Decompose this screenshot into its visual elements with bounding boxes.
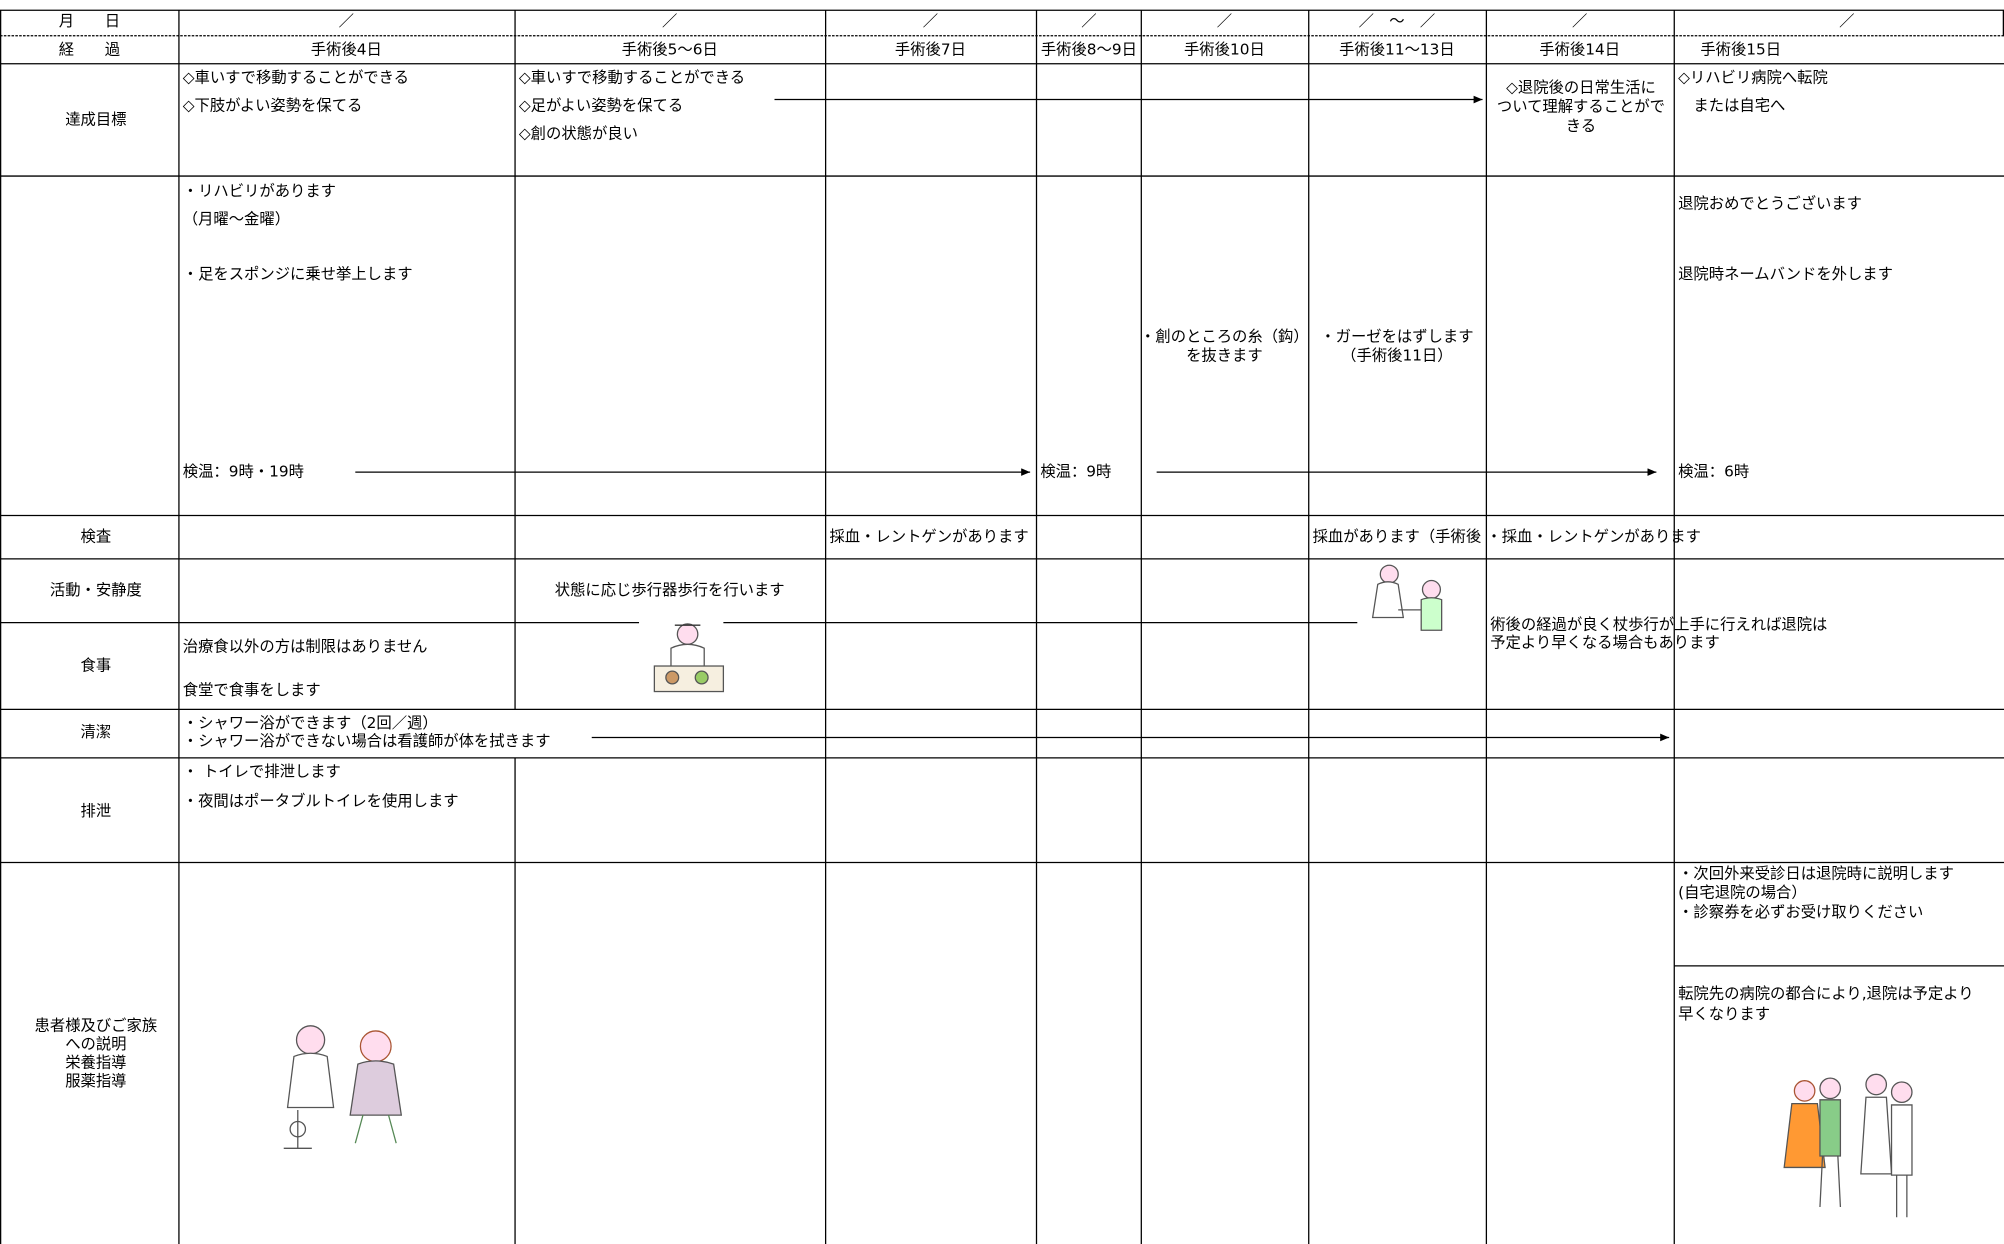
goal-text: ◇車いすで移動することができる xyxy=(183,68,409,86)
vitals-text: 検温：9時・19時 xyxy=(183,463,304,481)
date-mark: ／ xyxy=(923,12,938,30)
row-label: 活動・安静度 xyxy=(50,581,142,599)
care-text: （手術後11日） xyxy=(1341,346,1452,364)
date-mark: ／ xyxy=(1572,12,1587,30)
vitals-text: 検温：9時 xyxy=(1040,463,1111,481)
day-heading: 手術後15日 xyxy=(1700,40,1781,58)
excretion-text: ・夜間はポータブルトイレを使用します xyxy=(183,792,459,810)
meal-text: 治療食以外の方は制限はありません xyxy=(183,637,428,655)
hygiene-text: ・シャワー浴ができない場合は看護師が体を拭きます xyxy=(183,732,551,750)
date-mark: ／ xyxy=(1217,12,1232,30)
care-text: ・リハビリがあります xyxy=(183,182,336,200)
hygiene-text: ・シャワー浴ができます（2回／週） xyxy=(183,714,438,732)
row-label: 患者様及びご家族 xyxy=(35,1016,158,1034)
goal-text: ◇退院後の日常生活に xyxy=(1506,79,1656,97)
day-heading: 手術後4日 xyxy=(311,40,382,58)
activity-text: 状態に応じ歩行器歩行を行います xyxy=(555,581,785,599)
date-mark: ／ xyxy=(339,12,354,30)
goal-text: または自宅へ xyxy=(1678,96,1785,114)
day-heading: 手術後11～13日 xyxy=(1339,40,1455,58)
explanation-text: (自宅退院の場合） xyxy=(1678,884,1807,902)
goal-text: ◇創の状態が良い xyxy=(519,124,638,142)
date-mark: ／ ～ ／ xyxy=(1359,12,1436,30)
care-text: ・足をスポンジに乗せ挙上します xyxy=(183,265,413,283)
day-heading: 手術後8～9日 xyxy=(1041,40,1137,58)
activity-note: 術後の経過が良く杖歩行が上手に行えれば退院は xyxy=(1490,616,1827,634)
goal-text: ◇リハビリ病院へ転院 xyxy=(1678,68,1828,86)
care-text: 退院時ネームバンドを外します xyxy=(1678,265,1893,283)
explanation-text: ・次回外来受診日は退院時に説明します xyxy=(1678,864,1954,882)
row-label: 検査 xyxy=(81,528,112,546)
care-text: 退院おめでとうございます xyxy=(1678,195,1862,213)
explanation-text: ・診察券を必ずお受け取りください xyxy=(1678,903,1923,921)
day-heading: 手術後5～6日 xyxy=(622,40,718,58)
goal-text: ◇車いすで移動することができる xyxy=(519,68,745,86)
date-mark: ／ xyxy=(1839,12,1854,30)
date-mark: ／ xyxy=(662,12,677,30)
row-label: 食事 xyxy=(81,657,112,675)
day-heading: 手術後14日 xyxy=(1539,40,1620,58)
goal-text: ついて理解することがで xyxy=(1497,98,1665,116)
day-heading: 手術後7日 xyxy=(895,40,966,58)
row-label: 排泄 xyxy=(81,802,112,820)
meal-text: 食堂で食事をします xyxy=(183,681,321,699)
day-heading: 手術後10日 xyxy=(1184,40,1265,58)
exam-text: 採血・レントゲンがあります xyxy=(829,528,1028,546)
header-label: 月 日 xyxy=(59,12,120,30)
care-text: を抜きます xyxy=(1186,346,1263,364)
goal-text: ◇下肢がよい姿勢を保てる xyxy=(183,96,363,114)
date-mark: ／ xyxy=(1081,12,1096,30)
goal-text: ◇足がよい姿勢を保てる xyxy=(519,96,683,114)
goal-text: きる xyxy=(1566,117,1596,135)
exam-text: ・採血・レントゲンがあります xyxy=(1486,528,1701,546)
care-text: ・ガーゼをはずします xyxy=(1320,327,1473,345)
row-label: への説明 xyxy=(65,1035,126,1053)
illustration xyxy=(283,564,1913,1218)
explanation-text: 早くなります xyxy=(1678,1005,1770,1023)
row-label: 服薬指導 xyxy=(65,1072,126,1090)
activity-note: 予定より早くなる場合もあります xyxy=(1490,634,1720,652)
vitals-text: 検温：6時 xyxy=(1678,463,1749,481)
row-label: 達成目標 xyxy=(65,110,126,128)
explanation-text: 転院先の病院の都合により,退院は予定より xyxy=(1678,984,1973,1002)
header-label: 経 過 xyxy=(59,40,120,58)
exam-text: 採血があります（手術後 xyxy=(1313,528,1482,546)
care-text: （月曜～金曜） xyxy=(183,210,290,228)
care-text: ・創のところの糸（鈎） xyxy=(1140,327,1309,345)
excretion-text: ・ トイレで排泄します xyxy=(183,762,341,780)
row-label: 栄養指導 xyxy=(65,1053,126,1071)
row-label: 清潔 xyxy=(81,723,112,741)
